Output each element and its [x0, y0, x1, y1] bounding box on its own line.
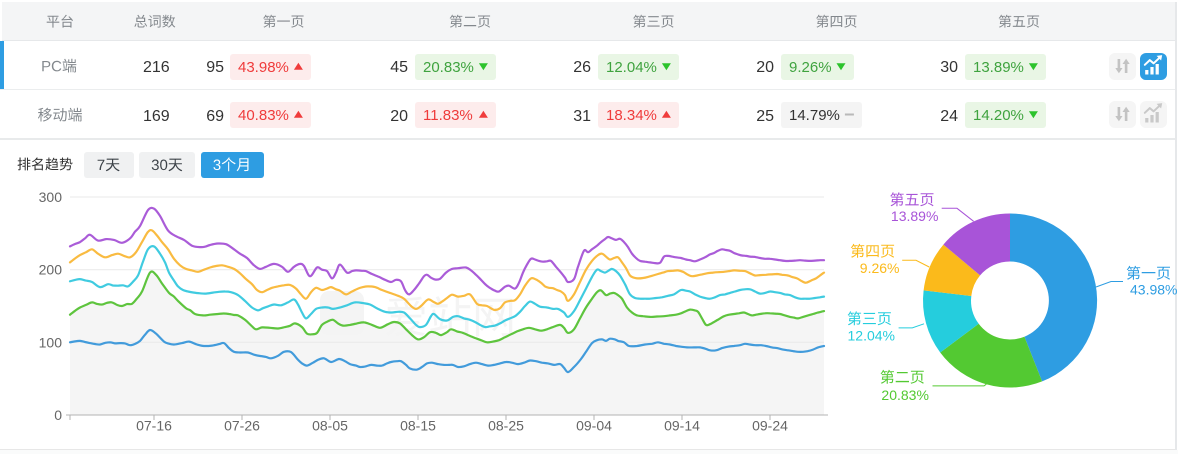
svg-text:09-24: 09-24 [752, 418, 788, 434]
svg-text:20: 20 [390, 108, 408, 125]
svg-text:95: 95 [206, 59, 224, 76]
svg-text:20.83%: 20.83% [423, 59, 474, 76]
svg-text:14.79%: 14.79% [789, 107, 840, 124]
svg-text:14.20%: 14.20% [973, 107, 1024, 124]
svg-text:18.34%: 18.34% [606, 107, 657, 124]
svg-text:30: 30 [940, 59, 958, 76]
svg-text:216: 216 [143, 59, 170, 76]
svg-text:12.04%: 12.04% [848, 327, 895, 343]
svg-text:08-05: 08-05 [312, 418, 348, 434]
svg-text:13.89%: 13.89% [891, 208, 938, 224]
svg-text:20: 20 [756, 59, 774, 76]
svg-text:25: 25 [756, 108, 774, 125]
svg-text:43.98%: 43.98% [238, 59, 289, 76]
svg-text:08-15: 08-15 [400, 418, 436, 434]
svg-text:31: 31 [573, 108, 591, 125]
svg-text:09-14: 09-14 [664, 418, 700, 434]
svg-text:100: 100 [39, 334, 63, 350]
svg-text:20.83%: 20.83% [881, 387, 928, 403]
svg-text:9.26%: 9.26% [789, 59, 832, 76]
svg-text:9.26%: 9.26% [860, 260, 900, 276]
svg-text:43.98%: 43.98% [1130, 282, 1177, 298]
svg-text:11.83%: 11.83% [423, 107, 473, 124]
svg-text:40.83%: 40.83% [238, 107, 289, 124]
svg-text:169: 169 [143, 108, 170, 125]
svg-text:0: 0 [54, 407, 62, 423]
svg-text:26: 26 [573, 59, 591, 76]
svg-text:69: 69 [206, 108, 224, 125]
svg-text:300: 300 [39, 189, 63, 205]
svg-text:07-26: 07-26 [224, 418, 260, 434]
svg-text:13.89%: 13.89% [973, 59, 1024, 76]
svg-text:12.04%: 12.04% [606, 59, 657, 76]
svg-text:08-25: 08-25 [488, 418, 524, 434]
svg-text:24: 24 [940, 108, 958, 125]
svg-text:200: 200 [39, 262, 63, 278]
svg-text:09-04: 09-04 [576, 418, 612, 434]
svg-text:07-16: 07-16 [136, 418, 172, 434]
svg-text:45: 45 [390, 59, 408, 76]
